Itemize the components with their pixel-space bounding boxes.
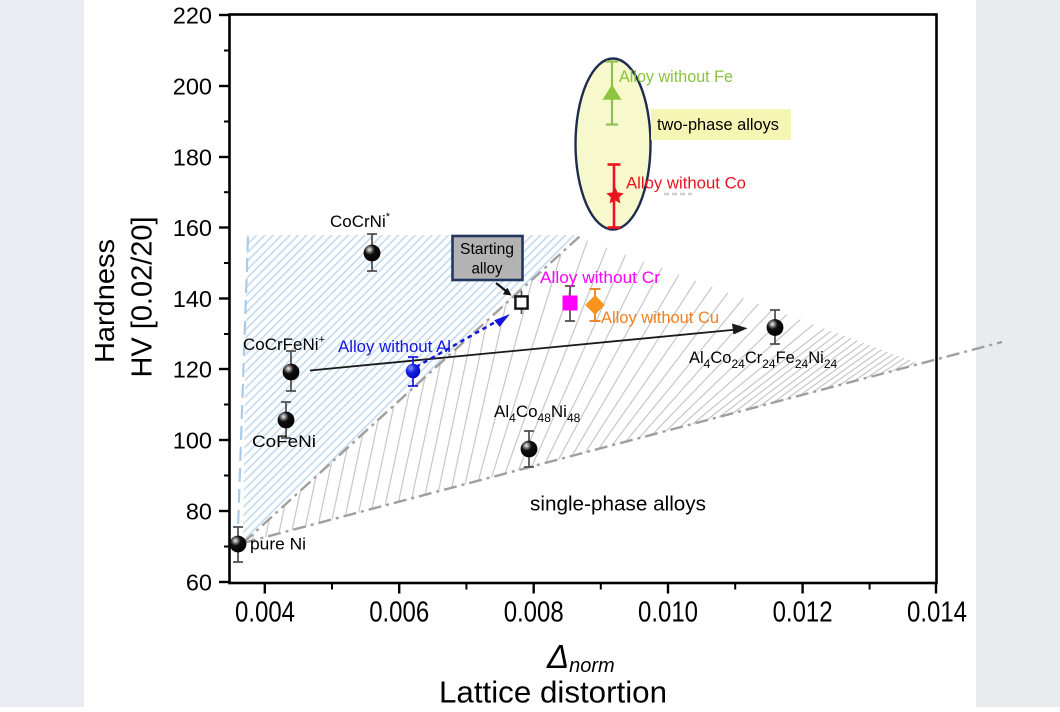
svg-text:Hardness: Hardness bbox=[89, 239, 120, 363]
svg-text:120: 120 bbox=[173, 356, 212, 382]
svg-text:0.006: 0.006 bbox=[369, 597, 429, 629]
svg-text:HV [0.02/20]: HV [0.02/20] bbox=[127, 217, 159, 378]
svg-text:200: 200 bbox=[173, 73, 212, 99]
svg-text:Alloy without Co: Alloy without Co bbox=[626, 175, 746, 193]
svg-text:0.010: 0.010 bbox=[638, 597, 698, 629]
svg-text:0.004: 0.004 bbox=[235, 597, 295, 629]
svg-text:180: 180 bbox=[173, 144, 212, 170]
svg-text:Alloy without Fe: Alloy without Fe bbox=[619, 68, 733, 86]
svg-text:0.012: 0.012 bbox=[773, 597, 833, 629]
svg-text:CoCrFeNi+: CoCrFeNi+ bbox=[243, 334, 325, 354]
svg-text:140: 140 bbox=[173, 286, 212, 312]
svg-text:160: 160 bbox=[173, 215, 212, 241]
svg-text:two-phase alloys: two-phase alloys bbox=[657, 115, 779, 134]
svg-text:100: 100 bbox=[173, 427, 212, 453]
svg-text:60: 60 bbox=[186, 569, 212, 595]
svg-text:Lattice distortion: Lattice distortion bbox=[439, 676, 667, 708]
svg-text:alloy: alloy bbox=[472, 261, 503, 278]
svg-text:Alloy without Cr: Alloy without Cr bbox=[540, 269, 661, 287]
svg-text:80: 80 bbox=[186, 498, 212, 524]
svg-text:Starting: Starting bbox=[460, 241, 514, 258]
svg-text:CoFeNi: CoFeNi bbox=[252, 432, 316, 451]
svg-text:pure Ni: pure Ni bbox=[250, 536, 306, 554]
svg-text:Alloy without Cu: Alloy without Cu bbox=[601, 309, 719, 327]
svg-text:CoCrNi*: CoCrNi* bbox=[330, 211, 391, 231]
svg-text:220: 220 bbox=[173, 2, 212, 28]
svg-text:single-phase alloys: single-phase alloys bbox=[530, 494, 706, 516]
svg-text:0.014: 0.014 bbox=[907, 597, 967, 629]
svg-text:0.008: 0.008 bbox=[504, 597, 564, 629]
svg-text:Alloy without Al: Alloy without Al bbox=[338, 338, 451, 356]
